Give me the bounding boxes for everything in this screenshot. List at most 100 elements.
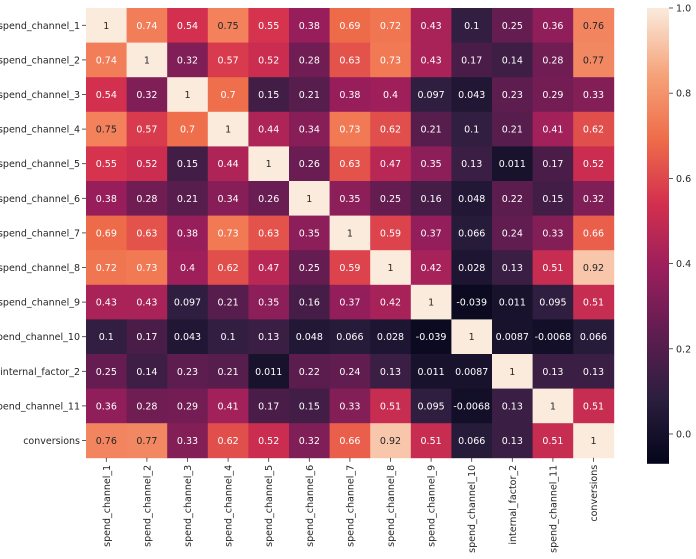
cell-value-label: 0.73 (380, 55, 401, 66)
cell-value-label: 0.33 (542, 228, 563, 239)
cell-value-label: 1 (103, 21, 109, 32)
cell-value-label: 0.21 (177, 194, 198, 205)
cell-value-label: 0.59 (339, 263, 360, 274)
heatmap-cell (492, 146, 533, 182)
heatmap-cell (207, 354, 249, 389)
x-tick-label: conversions (589, 465, 600, 522)
cell-value-label: 0.4 (383, 90, 398, 101)
cell-value-label: -0.039 (416, 332, 447, 343)
colorbar: 0.0 0.2 0.4 0.6 0.8 1.0 (647, 4, 691, 464)
heatmap-cell (451, 354, 493, 389)
cell-value-label: 0.59 (380, 228, 401, 239)
heatmap-cell (410, 42, 452, 78)
cell-value-label: 0.13 (258, 332, 279, 343)
cell-value-label: 0.7 (221, 90, 236, 101)
y-tick-label: spend_channel_2 (0, 55, 80, 66)
heatmap-cell (248, 250, 290, 286)
cell-value-label: 0.22 (299, 367, 320, 378)
cell-value-label: 0.52 (136, 159, 157, 170)
cell-value-label: 0.4 (180, 263, 195, 274)
heatmap-cell (248, 146, 290, 182)
heatmap-cell (573, 250, 615, 286)
heatmap-cell (410, 146, 452, 182)
cell-value-label: 0.76 (96, 436, 117, 447)
heatmap-cell (370, 388, 412, 424)
heatmap-cell (126, 319, 168, 355)
heatmap-cell (289, 181, 330, 216)
heatmap-cell (573, 284, 615, 320)
colorbar-tick-label: 0.8 (676, 89, 691, 100)
cell-value-label: 0.36 (96, 401, 117, 412)
x-tick-label: spend_channel_10 (467, 465, 478, 553)
x-tick-label: spend_channel_11 (548, 465, 559, 553)
cell-value-label: 0.28 (136, 194, 157, 205)
heatmap-cell (167, 388, 209, 424)
heatmap-cell (167, 111, 209, 147)
heatmap-cell (492, 354, 533, 389)
heatmap-cell (248, 215, 290, 251)
cell-value-label: 1 (509, 367, 515, 378)
heatmap-cell (126, 181, 168, 216)
heatmap-cell (289, 111, 330, 147)
cell-value-label: 0.75 (218, 21, 239, 32)
cell-value-label: 0.028 (377, 332, 404, 343)
heatmap-cell (248, 423, 290, 459)
cell-value-label: 0.34 (299, 125, 320, 136)
heatmap-cell (289, 146, 330, 182)
heatmap-cell (289, 215, 330, 251)
y-tick-label: spend_channel_7 (0, 228, 80, 239)
cell-value-label: 1 (387, 263, 393, 274)
cell-value-label: 0.1 (99, 332, 114, 343)
x-axis-tick-labels: spend_channel_1 spend_channel_2 spend_chan… (102, 457, 600, 553)
cell-value-label: 1 (306, 194, 312, 205)
heatmap-cell (573, 423, 615, 459)
cell-value-label: 0.26 (258, 194, 279, 205)
heatmap-cell (451, 77, 493, 113)
heatmap-cell (248, 181, 290, 216)
y-tick-label: spend_channel_1 (0, 21, 80, 32)
heatmap-cell (329, 42, 371, 78)
cell-value-label: 0.47 (258, 263, 279, 274)
cell-value-label: 0.32 (299, 436, 320, 447)
heatmap-cell (289, 319, 330, 355)
cell-value-label: 1 (469, 332, 475, 343)
heatmap-cell (207, 77, 249, 113)
heatmap-cell (451, 319, 493, 355)
heatmap-cell (248, 77, 290, 113)
cell-value-label: 0.52 (258, 55, 279, 66)
cell-value-label: 0.13 (380, 367, 401, 378)
y-tick-label: spend_channel_3 (0, 90, 80, 101)
cell-value-label: 0.69 (339, 21, 360, 32)
heatmap-cells: 1 0.74 0.54 0.75 0.55 0.38 0.69 0.72 0.43 0.1 0.25… (86, 8, 615, 459)
heatmap-cell (370, 284, 412, 320)
heatmap-cell (207, 284, 249, 320)
cell-value-label: 0.15 (542, 194, 563, 205)
y-tick-label: spend_channel_4 (0, 125, 80, 136)
heatmap-cell (573, 319, 615, 355)
cell-value-label: 0.35 (339, 194, 360, 205)
x-tick-label: spend_channel_5 (264, 465, 275, 547)
heatmap-cell (86, 423, 127, 459)
cell-value-label: 0.72 (96, 263, 117, 274)
cell-value-label: 0.011 (417, 367, 444, 378)
heatmap-cell (573, 77, 615, 113)
cell-value-label: 0.35 (258, 298, 279, 309)
cell-value-label: 0.57 (136, 125, 157, 136)
heatmap-cell (532, 42, 574, 78)
cell-value-label: 0.1 (464, 125, 479, 136)
cell-value-label: 0.35 (421, 159, 442, 170)
heatmap-cell (410, 111, 452, 147)
heatmap-cell (532, 354, 574, 389)
cell-value-label: 0.066 (458, 436, 485, 447)
heatmap-cell (532, 319, 574, 355)
cell-value-label: 0.13 (502, 401, 523, 412)
heatmap-cell (370, 423, 412, 459)
cell-value-label: 0.63 (136, 228, 157, 239)
cell-value-label: 0.28 (299, 55, 320, 66)
heatmap-cell (86, 319, 127, 355)
cell-value-label: 0.63 (258, 228, 279, 239)
heatmap-cell (532, 423, 574, 459)
cell-value-label: 0.17 (136, 332, 157, 343)
heatmap-cell (492, 215, 533, 251)
cell-value-label: 0.62 (380, 125, 401, 136)
